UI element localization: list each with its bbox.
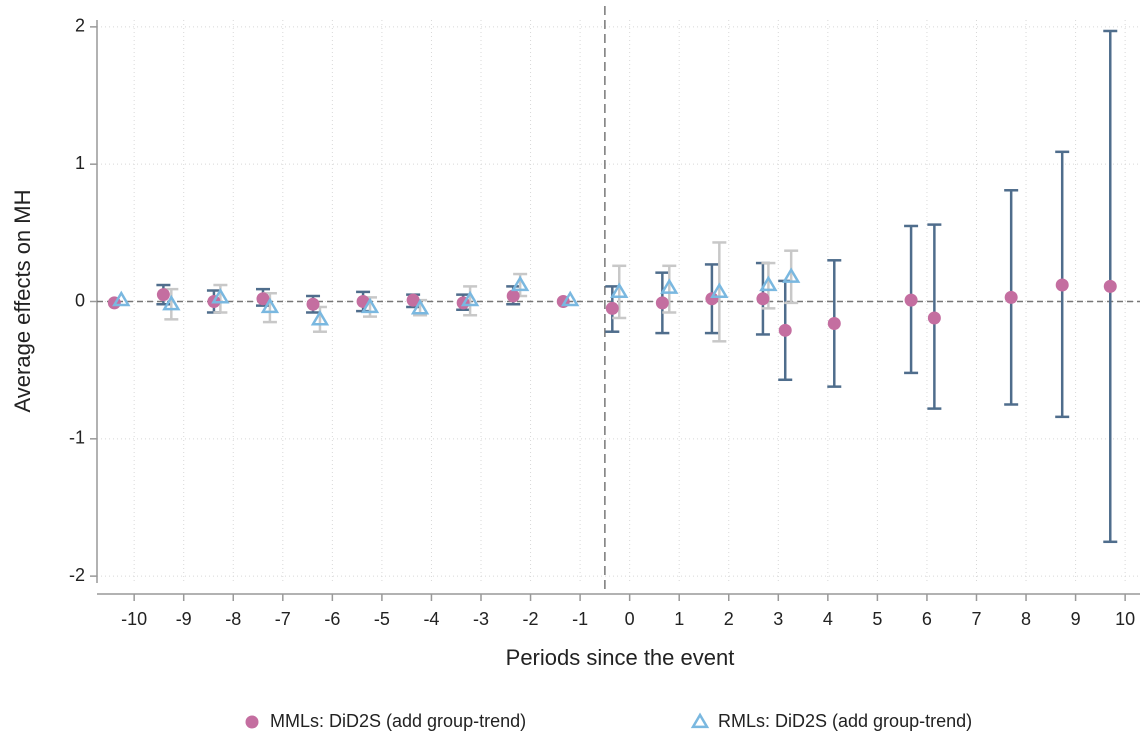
x-tick-label: 4: [823, 609, 833, 629]
point: [112, 290, 131, 307]
x-tick-label: -3: [473, 609, 489, 629]
point: [904, 293, 918, 307]
point: [710, 282, 729, 299]
point: [310, 309, 330, 326]
legend-label: MMLs: DiD2S (add group-trend): [270, 711, 526, 731]
point: [406, 293, 420, 307]
y-tick-label: 1: [75, 153, 85, 173]
x-tick-label: 0: [625, 609, 635, 629]
x-tick-label: -5: [374, 609, 390, 629]
x-tick-label: 7: [971, 609, 981, 629]
point: [610, 282, 629, 299]
legend-marker: [690, 712, 710, 729]
point: [605, 301, 619, 315]
point: [660, 278, 679, 294]
y-axis-title: Average effects on MH: [10, 190, 35, 413]
point: [1103, 279, 1117, 293]
point: [1055, 278, 1069, 292]
y-tick-label: -1: [69, 428, 85, 448]
point: [1004, 290, 1018, 304]
point: [211, 287, 230, 304]
y-tick-label: -2: [69, 565, 85, 585]
x-tick-label: -4: [423, 609, 439, 629]
x-tick-label: 2: [724, 609, 734, 629]
x-tick-label: -10: [121, 609, 147, 629]
point: [827, 316, 841, 330]
point: [306, 297, 320, 311]
x-tick-label: -1: [572, 609, 588, 629]
point: [162, 294, 181, 311]
legend-marker: [245, 715, 259, 729]
point: [781, 267, 801, 283]
x-tick-label: -8: [225, 609, 241, 629]
point: [561, 290, 580, 307]
point: [360, 297, 380, 314]
y-tick-label: 2: [75, 16, 85, 36]
point: [460, 290, 480, 307]
legend-label: RMLs: DiD2S (add group-trend): [718, 711, 972, 731]
x-tick-label: 8: [1021, 609, 1031, 629]
x-tick-label: -7: [275, 609, 291, 629]
x-tick-label: 10: [1115, 609, 1135, 629]
x-tick-label: 1: [674, 609, 684, 629]
point: [759, 275, 778, 292]
point: [260, 297, 280, 314]
x-tick-label: 5: [872, 609, 882, 629]
point: [506, 289, 520, 303]
point: [256, 292, 270, 306]
point: [927, 311, 941, 325]
point: [410, 298, 430, 315]
x-tick-label: 9: [1071, 609, 1081, 629]
point: [510, 275, 530, 292]
x-tick-label: -2: [523, 609, 539, 629]
point: [756, 292, 770, 306]
x-tick-label: -6: [324, 609, 340, 629]
point: [655, 296, 669, 310]
x-tick-label: -9: [176, 609, 192, 629]
x-axis-title: Periods since the event: [506, 645, 735, 670]
point: [705, 292, 719, 306]
y-tick-label: 0: [75, 290, 85, 310]
x-tick-label: 6: [922, 609, 932, 629]
point: [156, 288, 170, 302]
x-tick-label: 3: [773, 609, 783, 629]
point: [778, 323, 792, 337]
